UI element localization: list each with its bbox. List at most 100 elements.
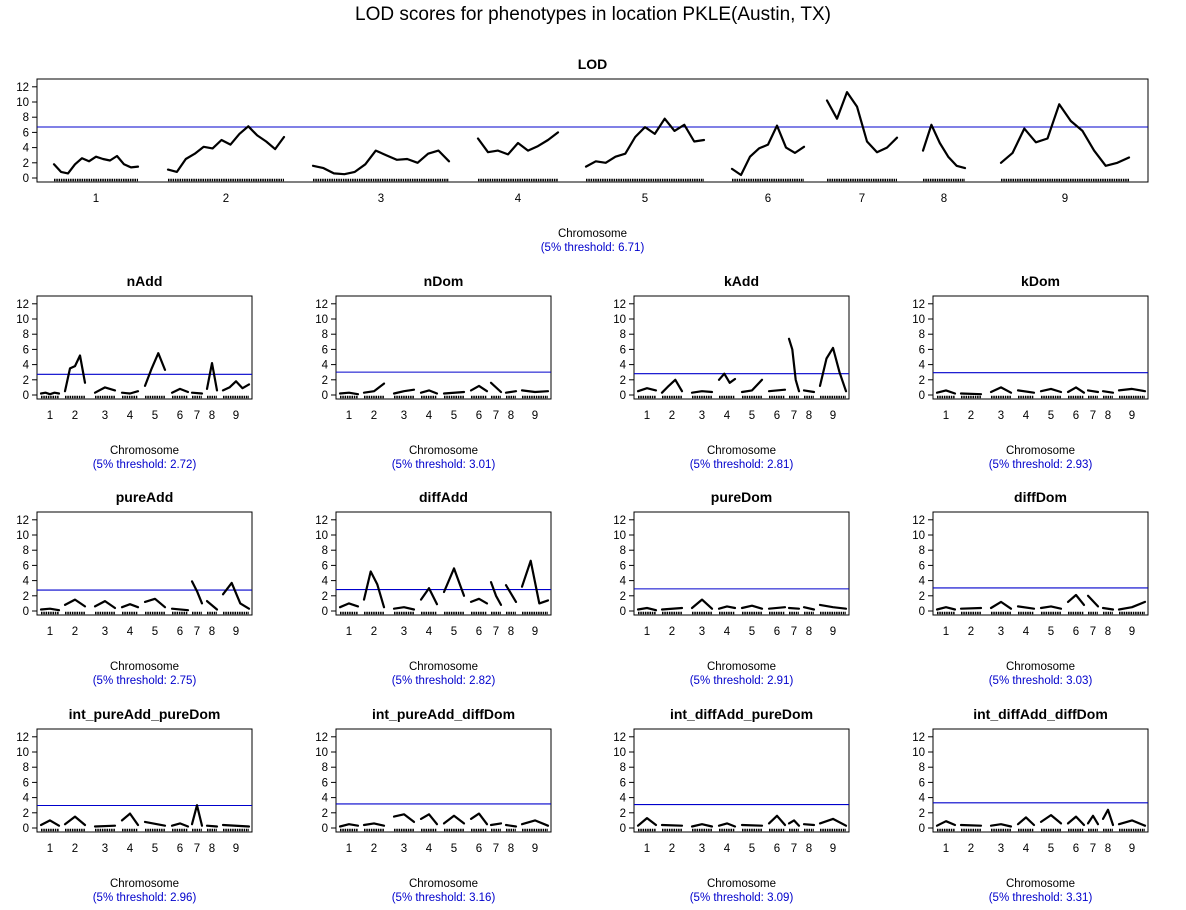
lod-curve-chr-4 xyxy=(1016,816,1036,827)
y-tick-label: 6 xyxy=(322,777,328,789)
x-tick-label: 3 xyxy=(102,626,108,638)
y-tick-label: 2 xyxy=(620,375,626,387)
y-tick-label: 10 xyxy=(16,97,29,109)
x-tick-label: 5 xyxy=(749,626,755,638)
y-tick-label: 12 xyxy=(16,732,29,744)
lod-curve-chr-1 xyxy=(935,606,957,611)
x-tick-label: 5 xyxy=(1048,843,1054,855)
x-axis-label: Chromosome xyxy=(409,878,478,890)
lod-curve-chr-4 xyxy=(476,131,560,156)
x-tick-label: 9 xyxy=(532,410,538,422)
x-axis-label: Chromosome xyxy=(558,228,627,240)
lod-curve-chr-6 xyxy=(730,124,806,177)
lod-curve-chr-9 xyxy=(520,559,550,605)
y-tick-label: 12 xyxy=(613,299,626,311)
panel-title: kDom xyxy=(1021,273,1060,289)
x-tick-label: 6 xyxy=(774,843,780,855)
x-tick-label: 1 xyxy=(47,843,53,855)
x-tick-label: 2 xyxy=(968,410,974,422)
y-tick-label: 12 xyxy=(315,515,328,527)
lod-curve-chr-5 xyxy=(584,117,706,168)
plot-frame xyxy=(633,728,850,833)
threshold-label: (5% threshold: 2.96) xyxy=(93,892,197,904)
lod-curve-chr-3 xyxy=(690,598,714,610)
lod-curve-chr-5 xyxy=(740,823,764,827)
x-tick-label: 3 xyxy=(401,626,407,638)
lod-curve-chr-3 xyxy=(690,823,714,828)
y-tick-label: 0 xyxy=(23,606,29,618)
x-tick-label: 8 xyxy=(941,193,947,205)
panel-title: diffAdd xyxy=(419,489,468,505)
lod-curve-chr-8 xyxy=(1101,390,1115,394)
plot-frame xyxy=(932,728,1149,833)
x-tick-label: 2 xyxy=(669,410,675,422)
lod-curve-chr-9 xyxy=(221,823,251,828)
lod-curve-chr-4 xyxy=(419,813,439,826)
x-tick-label: 6 xyxy=(476,626,482,638)
y-tick-label: 2 xyxy=(23,808,29,820)
y-tick-label: 8 xyxy=(23,112,29,124)
x-tick-label: 6 xyxy=(1073,843,1079,855)
lod-curve-chr-9 xyxy=(1117,819,1147,827)
x-tick-label: 9 xyxy=(233,843,239,855)
y-tick-label: 4 xyxy=(23,793,30,805)
x-tick-label: 2 xyxy=(72,410,78,422)
plot-frame xyxy=(36,78,1149,183)
x-axis-label: Chromosome xyxy=(110,661,179,673)
lod-curve-chr-9 xyxy=(221,380,251,392)
plot-frame xyxy=(932,295,1149,400)
x-tick-label: 7 xyxy=(1090,410,1096,422)
x-tick-label: 9 xyxy=(830,410,836,422)
x-tick-label: 3 xyxy=(699,843,705,855)
y-tick-label: 0 xyxy=(23,173,29,185)
lod-curve-chr-5 xyxy=(740,604,764,610)
y-tick-label: 2 xyxy=(620,808,626,820)
y-tick-label: 8 xyxy=(322,329,328,341)
lod-curve-chr-1 xyxy=(52,154,140,175)
x-axis-label: Chromosome xyxy=(707,878,776,890)
x-tick-label: 1 xyxy=(346,410,352,422)
y-tick-label: 2 xyxy=(620,591,626,603)
lod-curve-chr-3 xyxy=(93,599,117,610)
lod-curve-chr-2 xyxy=(166,125,286,173)
lod-curve-chr-3 xyxy=(690,390,714,394)
x-tick-label: 8 xyxy=(209,626,215,638)
plot-frame xyxy=(633,295,850,400)
x-tick-label: 8 xyxy=(1105,626,1111,638)
y-tick-label: 6 xyxy=(620,344,626,356)
lod-curve-chr-3 xyxy=(311,149,451,176)
threshold-label: (5% threshold: 2.72) xyxy=(93,459,197,471)
y-tick-label: 12 xyxy=(16,515,29,527)
lod-curve-chr-8 xyxy=(802,389,816,394)
y-tick-label: 2 xyxy=(322,375,328,387)
panel-title: int_pureAdd_pureDom xyxy=(69,706,221,722)
lod-curve-chr-8 xyxy=(504,390,518,394)
y-tick-label: 10 xyxy=(912,747,925,759)
lod-curve-chr-4 xyxy=(120,390,140,395)
lod-curve-chr-6 xyxy=(469,384,489,393)
lod-curve-chr-9 xyxy=(1117,600,1147,611)
y-tick-label: 0 xyxy=(23,823,29,835)
lod-curve-chr-3 xyxy=(93,824,117,828)
lod-curve-chr-2 xyxy=(362,822,386,827)
y-tick-label: 6 xyxy=(23,777,29,789)
x-tick-label: 4 xyxy=(724,626,731,638)
lod-curve-chr-5 xyxy=(143,352,167,387)
lod-curve-chr-5 xyxy=(740,378,764,394)
x-tick-label: 6 xyxy=(177,843,183,855)
y-tick-label: 6 xyxy=(322,560,328,572)
y-tick-label: 0 xyxy=(322,606,328,618)
y-tick-label: 8 xyxy=(919,545,925,557)
figure-title: LOD scores for phenotypes in location PK… xyxy=(355,4,831,25)
x-tick-label: 1 xyxy=(47,410,53,422)
lod-curve-chr-6 xyxy=(1066,386,1086,394)
lod-curve-chr-4 xyxy=(717,372,737,384)
lod-curve-chr-9 xyxy=(520,819,550,827)
y-tick-label: 6 xyxy=(919,560,925,572)
y-tick-label: 0 xyxy=(919,823,925,835)
x-tick-label: 3 xyxy=(998,843,1004,855)
y-tick-label: 2 xyxy=(322,591,328,603)
